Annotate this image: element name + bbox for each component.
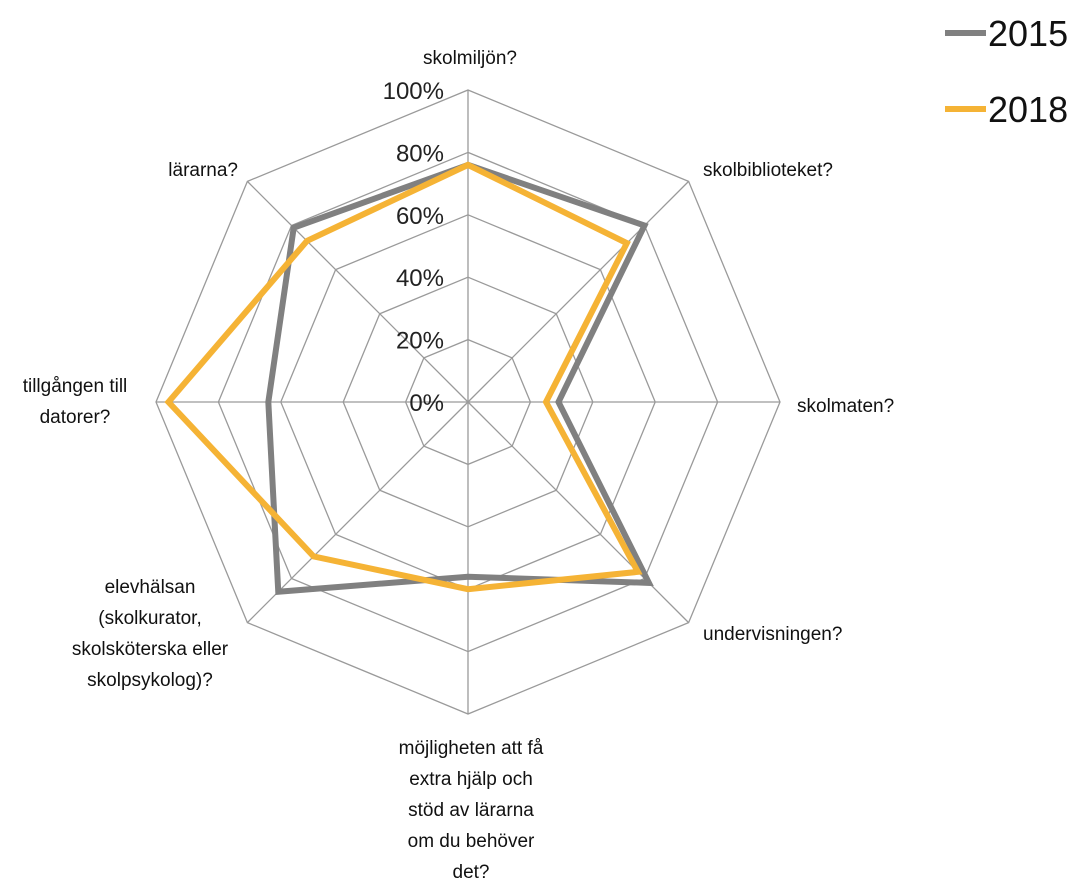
category-label-line: extra hjälp och — [409, 769, 533, 790]
category-label-line: skolbiblioteket? — [703, 160, 833, 181]
category-label: möjligheten att få extra hjälp och stöd av… — [399, 738, 544, 879]
radial-tick-labels: 0% 20% 40% 60% 80% 100% — [383, 78, 444, 417]
category-label-line: det? — [453, 862, 490, 879]
category-label-line: elevhälsan — [105, 577, 196, 598]
category-label-line: skolpsykolog)? — [87, 670, 213, 691]
spoke-1 — [467, 180, 690, 403]
category-label-line: skolsköterska eller — [72, 639, 229, 660]
series-2015 — [265, 161, 654, 595]
tick-label: 0% — [409, 390, 444, 417]
legend: 2015 2018 — [945, 13, 1068, 130]
tick-label: 80% — [396, 140, 444, 167]
legend-label-2015: 2015 — [988, 13, 1068, 54]
category-label-line: datorer? — [40, 407, 111, 428]
category-label-line: stöd av lärarna — [408, 800, 534, 821]
category-label-line: möjligheten att få — [399, 738, 544, 759]
category-label: undervisningen? — [703, 624, 842, 645]
category-label-line: tillgången till — [23, 376, 128, 397]
category-label-line: undervisningen? — [703, 624, 842, 645]
spoke-7 — [246, 180, 469, 403]
category-label-line: (skolkurator, — [98, 608, 201, 629]
category-label-line: skolmaten? — [797, 396, 894, 417]
series-2018 — [164, 161, 643, 593]
category-label: skolmaten? — [797, 396, 894, 417]
category-label: skolbiblioteket? — [703, 160, 833, 181]
category-label-line: skolmiljön? — [423, 48, 517, 69]
category-label: lärarna? — [168, 160, 238, 181]
spoke-5 — [246, 401, 469, 624]
category-label: skolmiljön? — [423, 48, 517, 69]
category-label: tillgången till datorer? — [23, 376, 128, 428]
legend-label-2018: 2018 — [988, 89, 1068, 130]
category-labels: skolmiljön? skolbiblioteket? skolmaten? und… — [23, 48, 894, 879]
category-label-line: om du behöver — [408, 831, 535, 852]
radar-grid — [155, 89, 781, 715]
tick-label: 60% — [396, 203, 444, 230]
tick-label: 20% — [396, 328, 444, 355]
category-label: elevhälsan (skolkurator, skolsköterska ell… — [72, 577, 229, 691]
tick-label: 100% — [383, 78, 444, 105]
tick-label: 40% — [396, 265, 444, 292]
category-label-line: lärarna? — [168, 160, 238, 181]
series-layer — [164, 161, 654, 595]
